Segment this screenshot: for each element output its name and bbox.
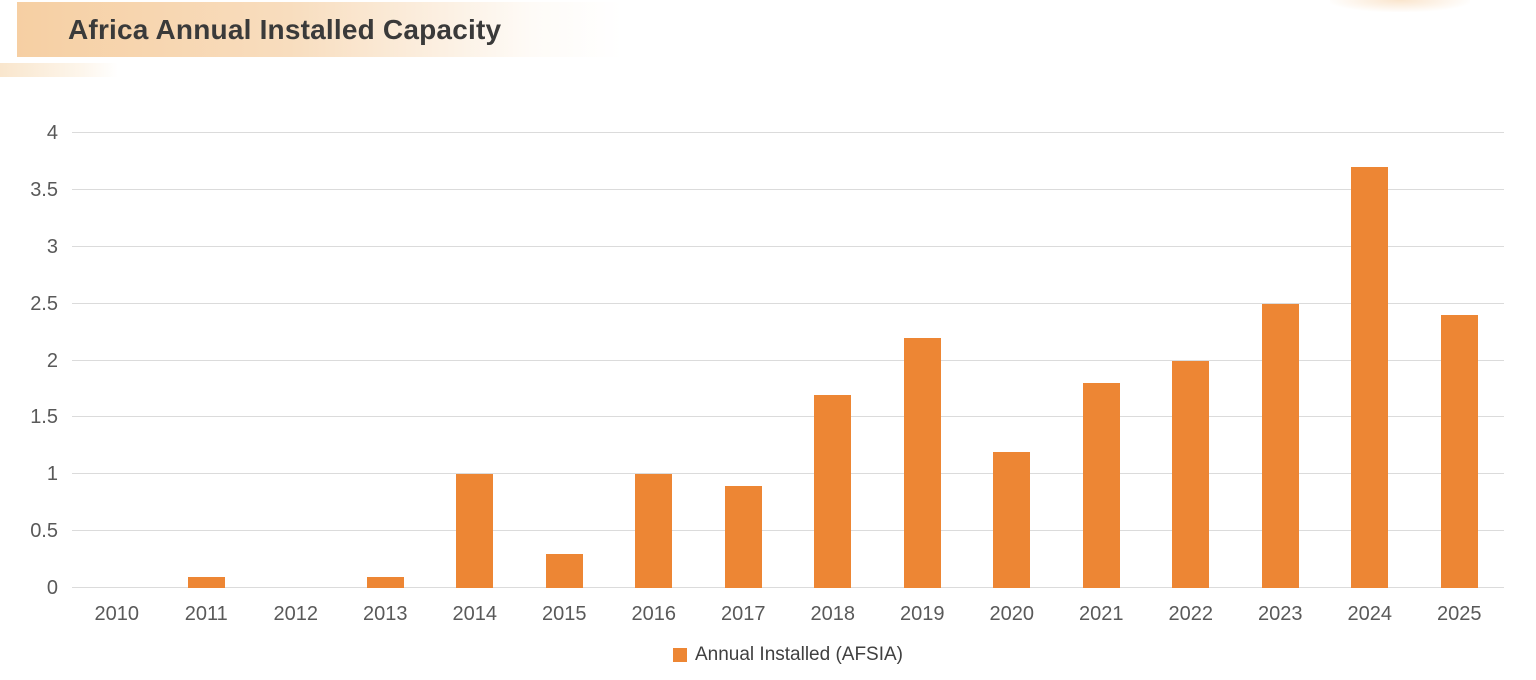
x-axis-label: 2015 xyxy=(542,603,587,625)
y-axis-tick-label: 0 xyxy=(46,577,58,599)
bar-slot xyxy=(609,133,699,588)
x-axis-label: 2019 xyxy=(900,603,945,625)
bar-2014 xyxy=(456,474,494,588)
x-axis-label: 2014 xyxy=(452,603,498,625)
bar-2024 xyxy=(1351,167,1389,588)
bar-2022 xyxy=(1172,360,1210,588)
bar-slot xyxy=(72,133,162,588)
bar-slot xyxy=(251,133,341,588)
bar-slot xyxy=(788,133,878,588)
gridline xyxy=(72,132,1504,133)
bar-2018 xyxy=(814,394,852,588)
gridline xyxy=(72,359,1504,361)
x-axis-label: 2022 xyxy=(1168,603,1214,625)
bar-2017 xyxy=(724,485,762,588)
bar-2011 xyxy=(187,576,225,588)
bar-slot xyxy=(341,133,431,588)
bar-slot xyxy=(430,133,520,588)
bar-slot xyxy=(967,133,1057,588)
x-axis-label: 2020 xyxy=(989,603,1035,625)
y-axis-tick-labels: 0 0.5 1 1.5 2 2.5 3 3.5 4 xyxy=(0,123,58,598)
gridline xyxy=(72,530,1504,532)
x-axis-label: 2013 xyxy=(363,603,408,625)
x-axis-label: 2012 xyxy=(273,603,319,625)
page-title: Africa Annual Installed Capacity xyxy=(68,13,502,45)
y-axis-tick-label: 3 xyxy=(46,235,58,258)
x-axis-label: 2018 xyxy=(810,603,856,625)
gridline xyxy=(72,245,1504,247)
y-axis-tick-label: 1.5 xyxy=(30,406,58,429)
corner-accent-smudge xyxy=(1330,0,1470,12)
header-accent-strip xyxy=(0,63,118,77)
x-axis-label: 2025 xyxy=(1437,603,1482,625)
bar-slot xyxy=(520,133,610,588)
legend: Annual Installed (AFSIA) xyxy=(72,644,1504,666)
bar-slot xyxy=(1146,133,1236,588)
bar-2013 xyxy=(366,576,404,588)
legend-label: Annual Installed (AFSIA) xyxy=(694,644,904,665)
bar-slot xyxy=(1325,133,1415,588)
y-axis-tick-label: 1 xyxy=(46,463,58,486)
x-axis-label: 2021 xyxy=(1079,603,1124,625)
header-band: Africa Annual Installed Capacity xyxy=(17,2,623,57)
x-axis-label: 2024 xyxy=(1347,603,1393,625)
x-axis-label: 2016 xyxy=(631,603,677,625)
bar-2023 xyxy=(1261,303,1299,588)
x-axis-label: 2017 xyxy=(721,603,766,625)
bar-slot xyxy=(699,133,789,588)
plot-area xyxy=(72,132,1504,588)
bar-2019 xyxy=(903,337,941,588)
y-axis-tick-label: 4 xyxy=(46,122,58,144)
y-axis-tick-label: 2 xyxy=(46,349,58,372)
bar-2020 xyxy=(993,451,1031,588)
bar-2021 xyxy=(1082,383,1120,588)
x-axis-label: 2010 xyxy=(94,603,140,625)
y-axis-tick-label: 2.5 xyxy=(30,292,58,315)
y-axis-tick-label: 3.5 xyxy=(30,178,58,201)
x-axis-label: 2011 xyxy=(184,603,228,625)
gridline xyxy=(72,587,1504,588)
gridline xyxy=(72,302,1504,304)
bar-2025 xyxy=(1440,315,1478,588)
gridline xyxy=(72,188,1504,190)
bar-2015 xyxy=(545,553,583,588)
bar-slot xyxy=(878,133,968,588)
bar-2016 xyxy=(635,474,673,588)
bar-slot xyxy=(1236,133,1326,588)
gridline xyxy=(72,416,1504,418)
x-axis-label: 2023 xyxy=(1258,603,1303,625)
bar-series xyxy=(72,133,1504,588)
bar-slot xyxy=(162,133,252,588)
y-axis-tick-label: 0.5 xyxy=(30,520,58,543)
bar-slot xyxy=(1415,133,1505,588)
x-axis-category-labels: 2010 2011 2012 2013 2014 2015 2016 2017 2018 2019… xyxy=(72,602,1504,626)
gridline xyxy=(72,473,1504,475)
legend-swatch-icon xyxy=(672,648,687,662)
bar-slot xyxy=(1057,133,1147,588)
